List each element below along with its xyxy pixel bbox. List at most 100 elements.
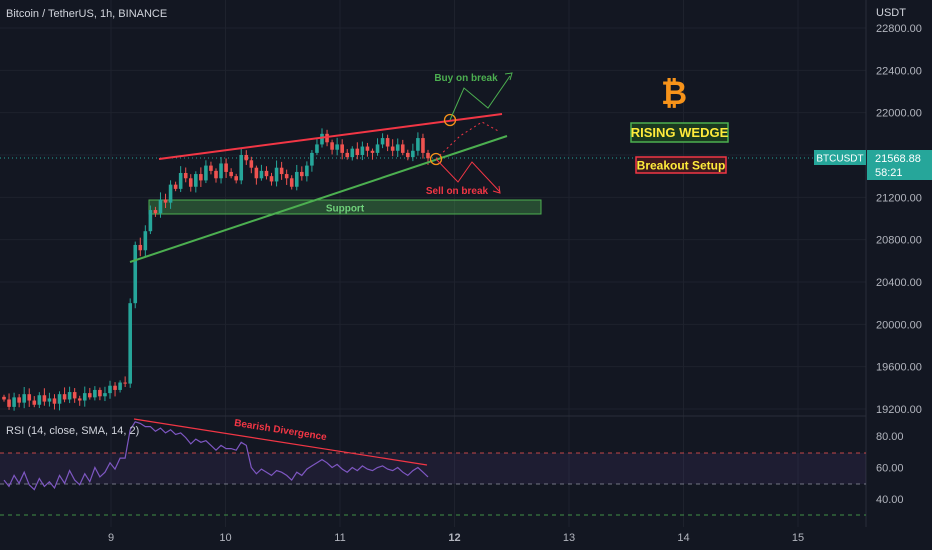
candle-body[interactable] xyxy=(406,152,410,158)
candle-body[interactable] xyxy=(118,382,122,390)
candle-body[interactable] xyxy=(380,138,385,145)
candle-body[interactable] xyxy=(204,165,208,181)
candle-body[interactable] xyxy=(22,394,26,403)
support-zone[interactable] xyxy=(148,199,542,215)
candle-body[interactable] xyxy=(370,150,375,153)
candle-body[interactable] xyxy=(123,382,127,384)
candle-body[interactable] xyxy=(93,389,97,398)
candle-body[interactable] xyxy=(365,146,370,151)
candle-body[interactable] xyxy=(426,152,430,159)
candle-body[interactable] xyxy=(98,389,102,397)
candle-body[interactable] xyxy=(47,398,52,402)
candle-body[interactable] xyxy=(27,394,32,401)
candle-body[interactable] xyxy=(274,167,279,182)
candle-body[interactable] xyxy=(416,138,420,151)
candle-body[interactable] xyxy=(234,176,238,181)
candle-body[interactable] xyxy=(194,174,198,187)
candle-body[interactable] xyxy=(300,171,304,177)
candle-body[interactable] xyxy=(264,170,269,177)
candle-body[interactable] xyxy=(335,144,339,150)
candle-body[interactable] xyxy=(209,165,213,171)
candle-body[interactable] xyxy=(310,152,314,166)
candle-body[interactable] xyxy=(239,155,244,181)
candle-body[interactable] xyxy=(188,178,193,187)
candle-body[interactable] xyxy=(88,393,92,398)
candle-body[interactable] xyxy=(82,393,87,401)
wedge-support-line[interactable] xyxy=(129,135,508,263)
price-tag[interactable] xyxy=(867,150,932,180)
candle-body[interactable] xyxy=(199,174,203,181)
candle-body[interactable] xyxy=(325,133,329,143)
candle-body[interactable] xyxy=(52,398,57,404)
candle-body[interactable] xyxy=(294,171,299,187)
candle-body[interactable] xyxy=(244,155,249,161)
buy-projection-path[interactable] xyxy=(449,75,511,121)
candle-body[interactable] xyxy=(32,400,37,405)
candle-body[interactable] xyxy=(219,163,223,179)
candle-body[interactable] xyxy=(62,394,67,400)
candle-body[interactable] xyxy=(37,395,42,405)
candle-body[interactable] xyxy=(2,396,6,400)
candle-body[interactable] xyxy=(390,146,395,151)
candle-body[interactable] xyxy=(330,142,334,150)
candle-body[interactable] xyxy=(113,385,117,390)
candle-body[interactable] xyxy=(128,303,132,384)
candle-body[interactable] xyxy=(138,244,143,251)
candle-body[interactable] xyxy=(173,184,178,189)
candle-body[interactable] xyxy=(108,385,112,394)
candle-body[interactable] xyxy=(269,176,274,182)
setup-label-box[interactable] xyxy=(635,156,727,174)
candle-body[interactable] xyxy=(360,146,365,155)
candle-body[interactable] xyxy=(421,138,425,153)
candle-body[interactable] xyxy=(284,174,289,179)
candle-body[interactable] xyxy=(143,231,148,251)
candle-body[interactable] xyxy=(254,167,259,179)
candle-body[interactable] xyxy=(289,178,294,187)
candle-body[interactable] xyxy=(67,392,72,400)
candle-body[interactable] xyxy=(320,133,324,145)
breakout-down-circle[interactable] xyxy=(429,152,443,166)
breakout-up-circle[interactable] xyxy=(443,113,457,127)
candle-body[interactable] xyxy=(42,395,47,402)
candle-body[interactable] xyxy=(148,210,153,232)
candle-body[interactable] xyxy=(153,210,158,214)
candle-body[interactable] xyxy=(103,393,107,397)
candle-body[interactable] xyxy=(345,152,350,158)
wedge-resistance-line[interactable] xyxy=(158,113,503,160)
ticker-tag[interactable] xyxy=(814,150,866,165)
candle-body[interactable] xyxy=(400,144,405,153)
candle-body[interactable] xyxy=(183,172,188,179)
candle-body[interactable] xyxy=(224,163,228,172)
retest-dotted-path[interactable] xyxy=(435,121,501,160)
pattern-label-box[interactable] xyxy=(630,122,729,143)
candle-body[interactable] xyxy=(77,398,82,401)
price-axis[interactable]: 22800.0022400.0022000.0021600.0021200.00… xyxy=(876,23,922,416)
candle-body[interactable] xyxy=(350,148,355,158)
rsi-axis[interactable]: 80.00 60.00 40.00 xyxy=(876,431,904,506)
candle-body[interactable] xyxy=(133,244,138,304)
candle-body[interactable] xyxy=(305,165,309,177)
candle-body[interactable] xyxy=(249,160,254,168)
candle-body[interactable] xyxy=(259,170,264,179)
candle-body[interactable] xyxy=(355,148,360,155)
candle-body[interactable] xyxy=(7,399,11,407)
candle-body[interactable] xyxy=(17,397,21,403)
time-axis[interactable]: 9 10 11 12 13 14 15 xyxy=(108,532,804,544)
candle-body[interactable] xyxy=(12,397,16,407)
divergence-line[interactable] xyxy=(133,418,428,466)
rsi-line[interactable] xyxy=(3,421,429,491)
candle-body[interactable] xyxy=(72,392,77,399)
candle-body[interactable] xyxy=(57,394,62,404)
candle-body[interactable] xyxy=(340,144,344,153)
candle-body[interactable] xyxy=(214,170,218,179)
sell-projection-path[interactable] xyxy=(435,158,501,193)
candle-body[interactable] xyxy=(315,144,319,153)
candle-body[interactable] xyxy=(158,199,163,214)
candle-body[interactable] xyxy=(411,150,415,158)
candle-body[interactable] xyxy=(168,184,173,203)
candle-body[interactable] xyxy=(395,144,400,151)
candle-body[interactable] xyxy=(163,199,168,203)
candle-body[interactable] xyxy=(279,167,284,175)
candle-body[interactable] xyxy=(385,138,390,147)
